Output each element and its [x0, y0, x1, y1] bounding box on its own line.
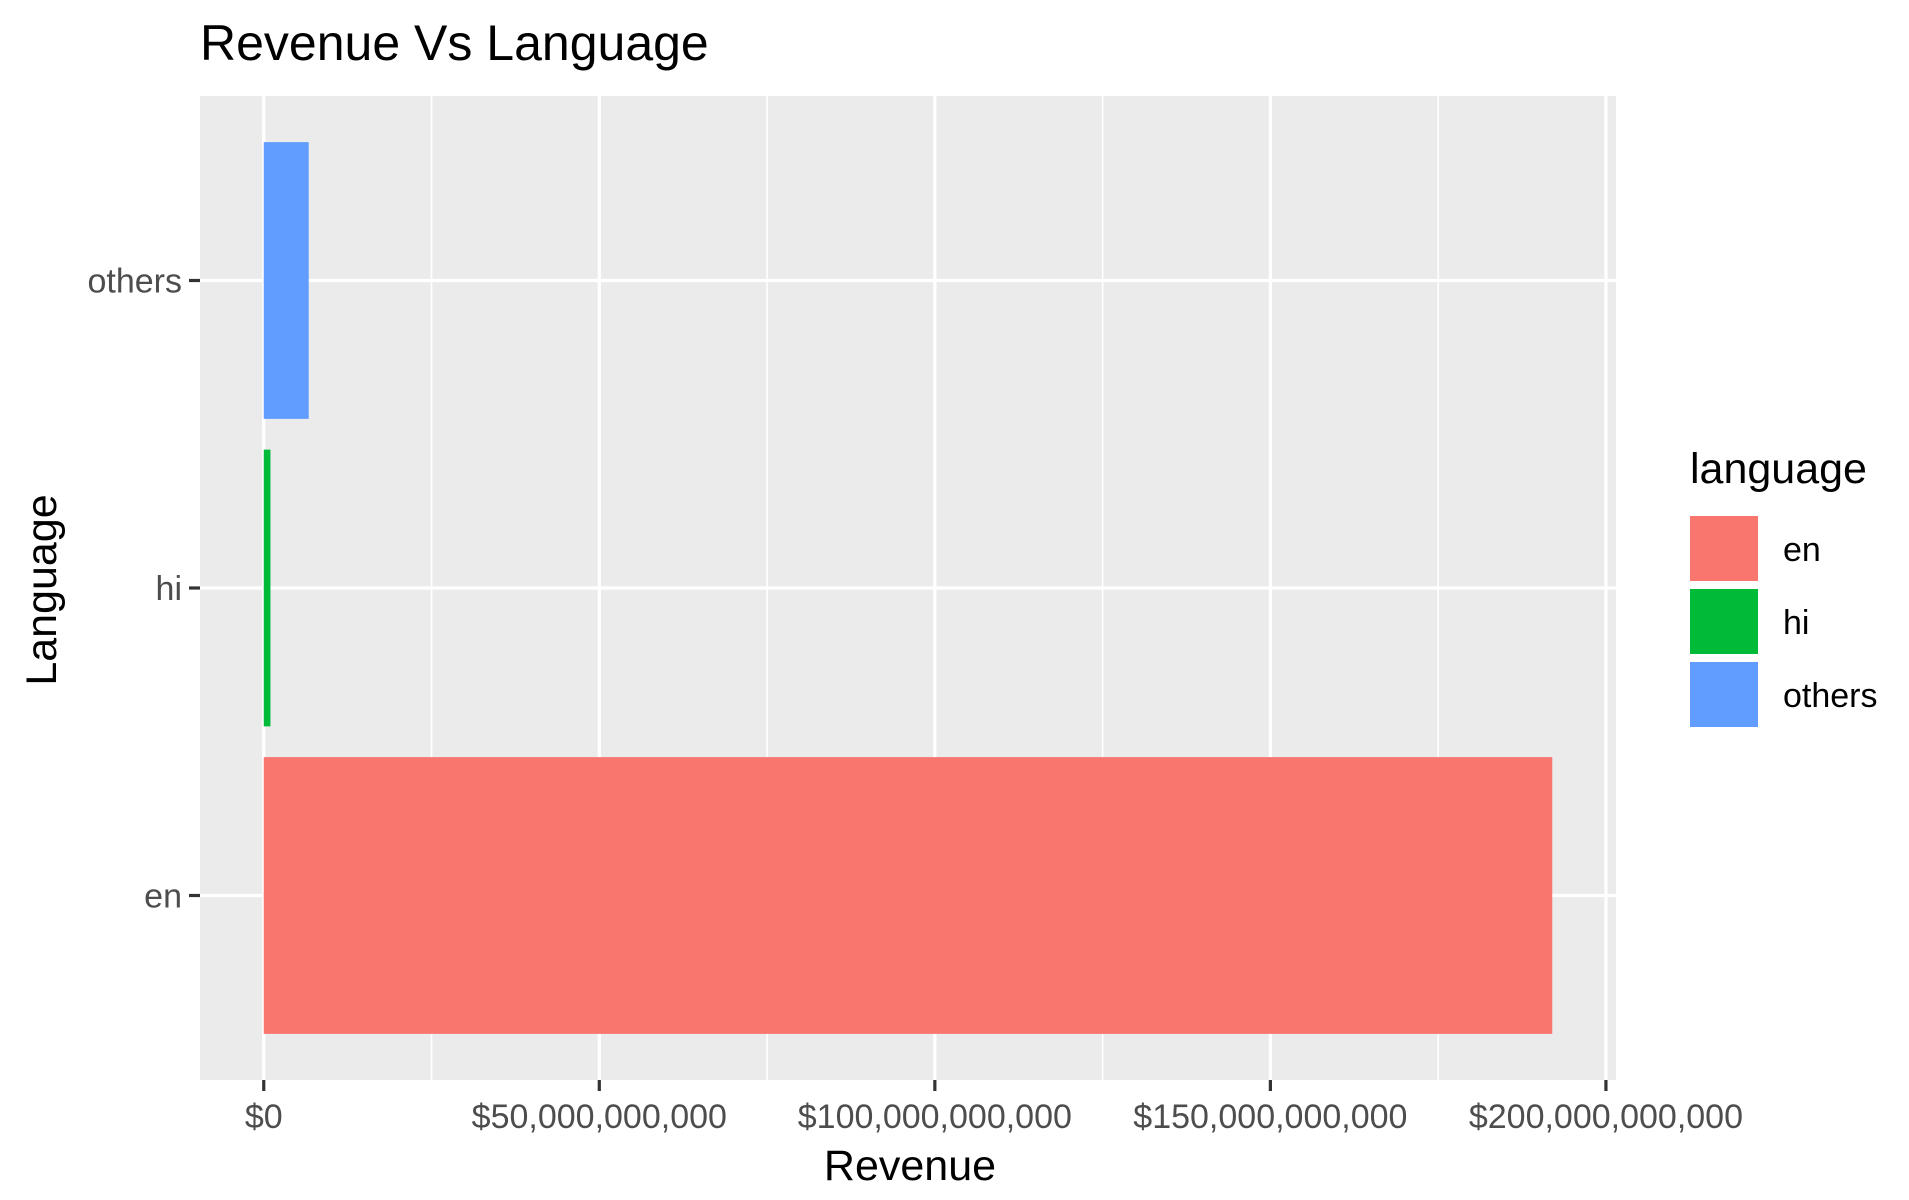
bar-others	[263, 142, 309, 419]
legend-title: language	[1690, 445, 1867, 493]
x-tick-label: $100,000,000,000	[798, 1098, 1072, 1136]
x-axis: $0 $50,000,000,000 $100,000,000,000 $150,00…	[245, 1080, 1743, 1136]
y-axis-title: Language	[18, 494, 66, 685]
x-tick-label: $0	[245, 1098, 283, 1136]
y-tick-label: en	[144, 878, 182, 916]
bar-hi	[263, 449, 271, 727]
legend-key-hi	[1690, 589, 1758, 654]
x-tick-label: $200,000,000,000	[1469, 1098, 1743, 1136]
y-tick-label: others	[88, 263, 183, 301]
x-tick-label: $150,000,000,000	[1133, 1098, 1407, 1136]
legend-key-en	[1690, 516, 1758, 581]
legend-key-others	[1690, 662, 1758, 727]
legend-label-hi: hi	[1783, 604, 1809, 642]
y-tick-label: hi	[156, 570, 182, 608]
bars	[263, 142, 1553, 1034]
x-axis-title: Revenue	[824, 1142, 996, 1190]
legend-label-en: en	[1783, 531, 1821, 569]
legend: language en hi others	[1690, 445, 1878, 727]
chart-title: Revenue Vs Language	[200, 15, 709, 71]
y-axis: en hi others	[88, 263, 200, 916]
bar-en	[263, 757, 1553, 1034]
x-tick-label: $50,000,000,000	[472, 1098, 727, 1136]
legend-label-others: others	[1783, 677, 1878, 715]
